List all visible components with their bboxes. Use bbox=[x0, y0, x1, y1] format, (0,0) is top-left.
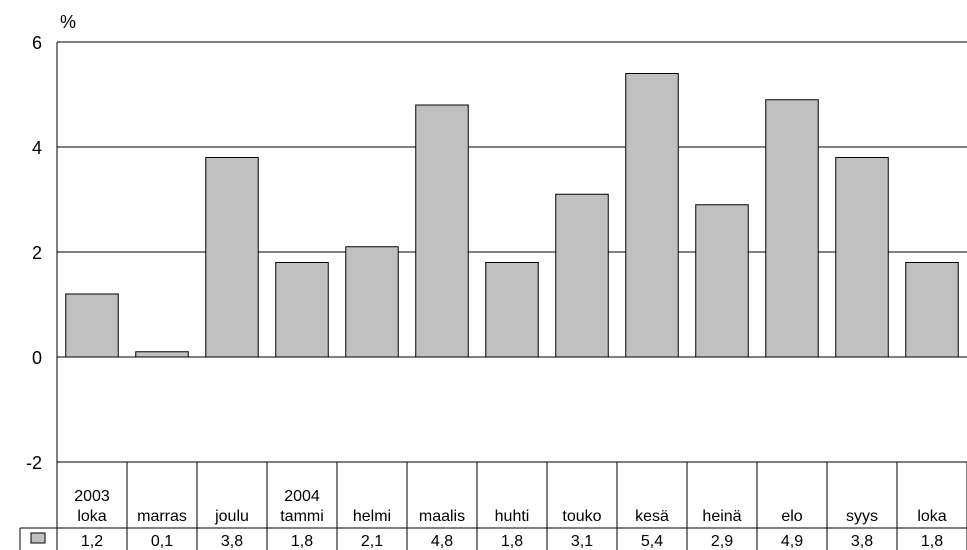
category-label: loka bbox=[917, 508, 946, 525]
category-label: heinä bbox=[702, 508, 741, 525]
y-axis-tick-labels: 6 4 2 0 -2 bbox=[26, 33, 42, 473]
value-label: 1,8 bbox=[501, 533, 523, 550]
bar bbox=[415, 104, 469, 358]
category-label: joulu bbox=[214, 508, 249, 525]
bar bbox=[835, 157, 889, 358]
value-label: 4,8 bbox=[431, 533, 453, 550]
bar bbox=[345, 246, 399, 358]
legend-swatch bbox=[30, 532, 46, 544]
bar bbox=[205, 157, 259, 358]
y-tick-label: -2 bbox=[26, 453, 42, 473]
value-label: 3,8 bbox=[851, 533, 873, 550]
bars bbox=[65, 73, 959, 358]
bar bbox=[135, 351, 189, 358]
bar bbox=[695, 204, 749, 358]
category-label: marras bbox=[137, 508, 187, 525]
bar bbox=[65, 293, 119, 358]
value-label: 3,1 bbox=[571, 533, 593, 550]
data-table: 2003 loka 1,2 marras 0,1 joulu 3,8 2004 tammi 1,8… bbox=[19, 462, 967, 550]
y-tick-label: 2 bbox=[32, 243, 42, 263]
bar bbox=[555, 193, 609, 358]
value-label: 3,8 bbox=[221, 533, 243, 550]
bar bbox=[485, 262, 539, 358]
value-label: 1,2 bbox=[81, 533, 103, 550]
category-label: helmi bbox=[353, 508, 391, 525]
bar bbox=[905, 262, 959, 358]
y-tick-label: 6 bbox=[32, 33, 42, 53]
value-label: 0,1 bbox=[151, 533, 173, 550]
category-label: kesä bbox=[635, 508, 669, 525]
value-label: 4,9 bbox=[781, 533, 803, 550]
category-label: maalis bbox=[419, 508, 465, 525]
category-year-label: 2003 bbox=[74, 488, 110, 505]
category-label: huhti bbox=[495, 508, 530, 525]
category-label: loka bbox=[77, 508, 106, 525]
gridlines bbox=[56, 41, 967, 463]
category-year-label: 2004 bbox=[284, 488, 320, 505]
value-label: 2,9 bbox=[711, 533, 733, 550]
value-label: 5,4 bbox=[641, 533, 663, 550]
category-label: tammi bbox=[280, 508, 324, 525]
bar bbox=[275, 262, 329, 358]
category-label: syys bbox=[846, 508, 878, 525]
value-label: 1,8 bbox=[291, 533, 313, 550]
y-axis-unit-label: % bbox=[60, 12, 76, 32]
bar bbox=[765, 99, 819, 358]
category-label: touko bbox=[562, 508, 601, 525]
category-label: elo bbox=[781, 508, 802, 525]
y-tick-label: 4 bbox=[32, 138, 42, 158]
y-tick-label: 0 bbox=[32, 348, 42, 368]
value-label: 2,1 bbox=[361, 533, 383, 550]
bar bbox=[625, 73, 679, 358]
value-label: 1,8 bbox=[921, 533, 943, 550]
